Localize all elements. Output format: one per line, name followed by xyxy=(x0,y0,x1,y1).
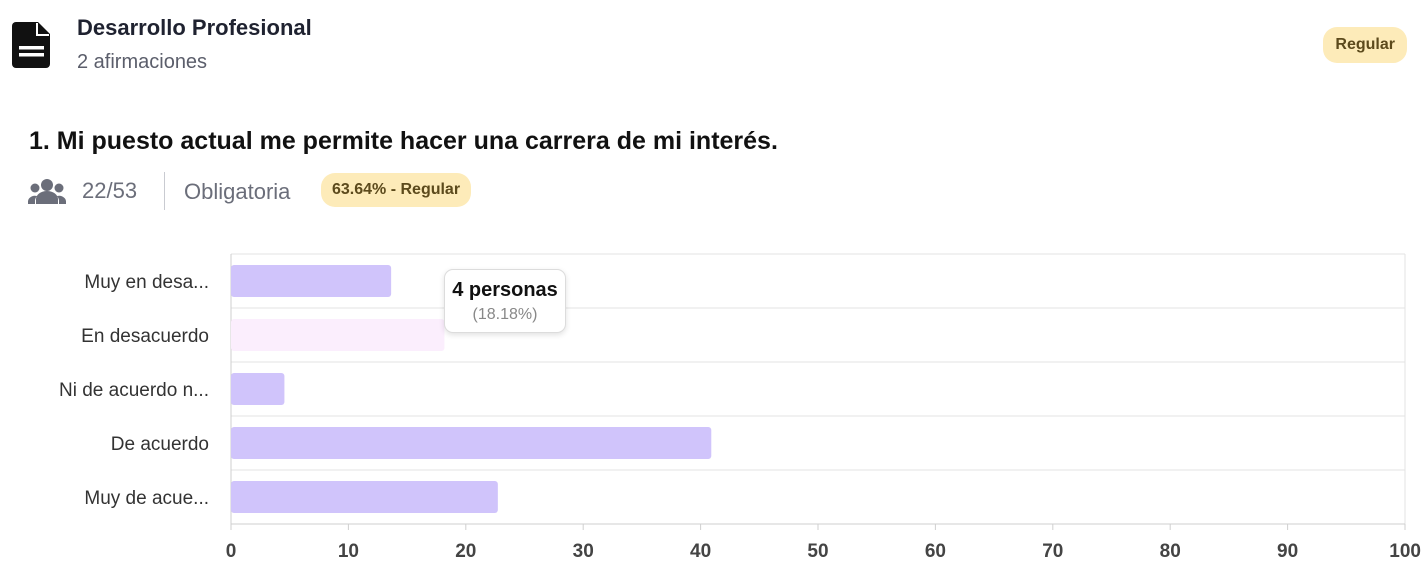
x-tick-label: 40 xyxy=(690,541,711,562)
category-label: De acuerdo xyxy=(111,434,209,455)
users-icon xyxy=(28,179,66,204)
tooltip-count: 4 personas xyxy=(452,279,558,301)
document-icon xyxy=(12,22,50,68)
x-tick-label: 10 xyxy=(338,541,359,562)
bar xyxy=(231,481,498,513)
category-label: En desacuerdo xyxy=(81,326,209,347)
meta-divider xyxy=(164,172,165,210)
x-tick-label: 100 xyxy=(1389,541,1421,562)
requirement-label: Obligatoria xyxy=(184,179,291,204)
status-badge: Regular xyxy=(1323,27,1407,63)
x-tick-label: 60 xyxy=(925,541,946,562)
x-tick-label: 50 xyxy=(807,541,828,562)
respondents-count: 22/53 xyxy=(82,178,138,203)
x-tick-label: 30 xyxy=(573,541,594,562)
bar xyxy=(231,265,392,297)
score-badge: 63.64% - Regular xyxy=(321,173,472,207)
bar xyxy=(231,427,712,459)
x-tick-label: 70 xyxy=(1042,541,1063,562)
chart-tooltip: 4 personas (18.18%) xyxy=(444,269,566,333)
x-tick-label: 90 xyxy=(1277,541,1298,562)
x-tick-label: 80 xyxy=(1160,541,1181,562)
bar xyxy=(231,373,285,405)
tooltip-percent: (18.18%) xyxy=(472,306,538,323)
bar-chart: Muy en desa... En desacuerdo Ni de acuerdo… xyxy=(59,253,1421,562)
section-title: Desarrollo Profesional xyxy=(77,15,312,40)
x-tick-label: 0 xyxy=(226,541,237,562)
category-label: Muy de acue... xyxy=(84,488,209,509)
question-title: 1. Mi puesto actual me permite hacer una… xyxy=(29,127,778,155)
x-tick-label: 20 xyxy=(455,541,476,562)
bar xyxy=(231,319,445,351)
category-label: Muy en desa... xyxy=(84,272,209,293)
section-subtitle: 2 afirmaciones xyxy=(77,51,208,73)
category-label: Ni de acuerdo n... xyxy=(59,380,209,401)
